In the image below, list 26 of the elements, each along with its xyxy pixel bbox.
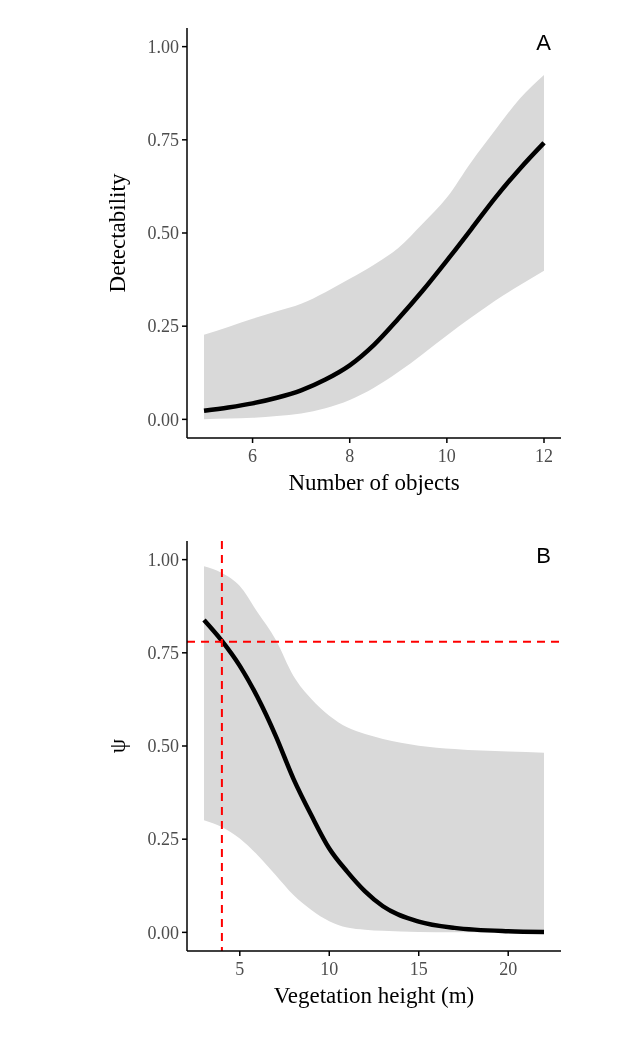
- x-tick-label: 5: [235, 959, 245, 979]
- x-tick-label: 12: [535, 446, 553, 466]
- y-tick-label: 0.50: [147, 223, 179, 244]
- x-tick-label: 20: [499, 959, 518, 979]
- line-series: [201, 617, 547, 935]
- y-axis-title: ψ: [105, 738, 130, 754]
- y-tick-label: 0.00: [147, 409, 179, 430]
- y-tick-label: 0.00: [147, 922, 179, 943]
- line-series: [201, 140, 547, 414]
- y-axis-title: Detectability: [105, 173, 130, 293]
- y-tick-label: 0.25: [147, 316, 179, 337]
- y-tick-label: 0.75: [147, 643, 179, 664]
- x-tick-label: 10: [437, 446, 456, 466]
- y-tick-label: 0.75: [147, 130, 179, 151]
- y-tick-label: 1.00: [147, 36, 179, 57]
- annotation: A: [536, 30, 552, 55]
- y-tick-label: 0.50: [147, 736, 179, 757]
- x-tick-label: 10: [320, 959, 339, 979]
- x-tick-label: 15: [409, 959, 428, 979]
- x-tick-label: 6: [248, 446, 258, 466]
- y-tick-label: 1.00: [147, 549, 179, 570]
- x-axis-title: Number of objects: [288, 470, 460, 495]
- x-tick-label: 8: [345, 446, 355, 466]
- annotation: B: [536, 543, 551, 568]
- y-tick-label: 0.25: [147, 829, 179, 850]
- x-axis-title: Vegetation height (m): [273, 983, 475, 1008]
